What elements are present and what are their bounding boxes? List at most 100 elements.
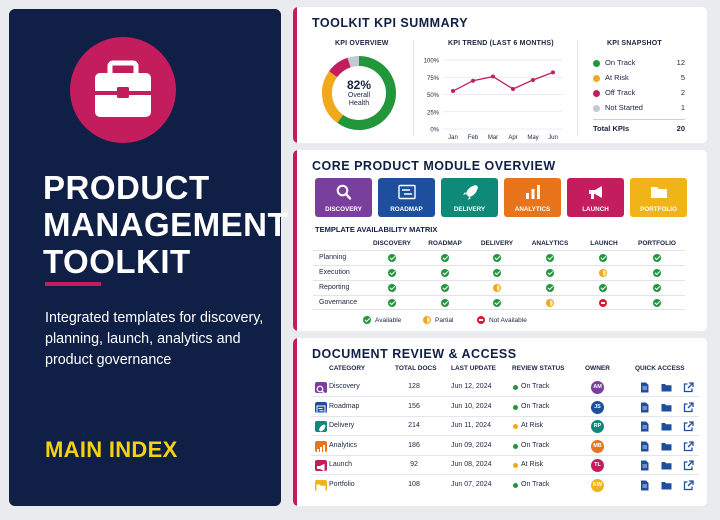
title-line: PRODUCT — [43, 169, 210, 206]
category-cell: Analytics — [329, 441, 358, 449]
category-cell: Delivery — [329, 422, 355, 429]
folder-open-icon[interactable] — [661, 402, 672, 413]
available-status — [388, 299, 396, 307]
snapshot-label: On Track — [605, 58, 636, 67]
donut-label: Health — [348, 100, 370, 107]
snapshot-label: Not Started — [605, 103, 643, 112]
document-icon[interactable] — [639, 402, 650, 413]
table-row[interactable]: Analytics 186 Jun 09, 2024 On Track MB — [311, 437, 699, 456]
module-label: DELIVERY — [453, 206, 486, 213]
folder-open-icon[interactable] — [661, 421, 672, 432]
owner-avatar[interactable]: JS — [591, 400, 604, 414]
module-tile-portfolio[interactable]: PORTFOLIO — [630, 178, 687, 217]
external-link-icon[interactable] — [683, 479, 694, 491]
megaphone-icon — [315, 460, 327, 472]
folder-open-icon[interactable] — [661, 382, 672, 393]
last-update-cell: Jun 11, 2024 — [451, 422, 491, 429]
module-tile-delivery[interactable]: DELIVERY — [441, 178, 498, 217]
bar-chart-icon — [525, 185, 540, 199]
matrix-row: Governance — [313, 295, 685, 310]
y-tick-label: 25% — [427, 110, 440, 116]
review-status-cell: On Track — [521, 441, 550, 449]
column-header: REVIEW STATUS — [512, 365, 565, 372]
external-link-icon[interactable] — [683, 460, 694, 471]
matrix-row-label: Planning — [319, 254, 347, 261]
owner-avatar[interactable]: AM — [591, 381, 604, 394]
partial-status — [546, 299, 554, 307]
available-status — [441, 299, 449, 307]
briefcase-badge — [70, 37, 176, 143]
matrix-column-header: PORTFOLIO — [638, 240, 676, 247]
review-status-cell: At Risk — [521, 422, 544, 429]
available-status — [653, 269, 661, 277]
table-row[interactable]: Discovery 128 Jun 12, 2024 On Track AM — [311, 378, 699, 397]
category-cell: Discovery — [329, 383, 360, 390]
last-update-cell: Jun 10, 2024 — [451, 402, 492, 410]
docs-count-cell: 214 — [408, 422, 420, 429]
folder-icon — [650, 187, 667, 198]
folder-open-icon[interactable] — [661, 441, 672, 452]
snapshot-value: 12 — [676, 58, 685, 67]
document-icon[interactable] — [639, 382, 650, 393]
trend-line — [452, 71, 554, 92]
trend-point — [511, 86, 515, 91]
legend-label: Not Available — [489, 317, 527, 324]
folder-open-icon[interactable] — [661, 460, 672, 471]
external-link-icon[interactable] — [683, 440, 694, 452]
title-underline — [45, 282, 101, 286]
available-status — [546, 269, 554, 277]
owner-avatar[interactable]: RP — [591, 420, 604, 433]
external-link-icon[interactable] — [683, 401, 694, 413]
module-tile-roadmap[interactable]: ROADMAP — [378, 178, 435, 217]
document-icon[interactable] — [639, 460, 650, 471]
kpi-trend-title: KPI TREND (LAST 6 MONTHS) — [448, 40, 554, 47]
owner-avatar[interactable]: KW — [591, 478, 604, 492]
external-link-icon[interactable] — [683, 421, 694, 432]
available-status — [388, 254, 396, 262]
snapshot-row: At Risk 5 — [593, 73, 685, 85]
module-tile-discovery[interactable]: DISCOVERY — [315, 178, 372, 217]
folder-open-icon[interactable] — [661, 480, 672, 491]
document-icon[interactable] — [639, 480, 650, 491]
category-cell: Portfolio — [329, 480, 355, 488]
available-status — [441, 284, 449, 292]
main-index-link[interactable]: MAIN INDEX — [45, 437, 178, 462]
status-dot — [513, 482, 518, 488]
kpi-donut-chart — [322, 56, 396, 130]
document-icon[interactable] — [639, 421, 650, 432]
x-tick-label: Jan — [448, 135, 458, 141]
matrix-column-header: DISCOVERY — [372, 240, 412, 247]
trend-point — [471, 78, 475, 83]
kpi-snapshot-title: KPI SNAPSHOT — [607, 40, 662, 47]
module-tile-launch[interactable]: LAUNCH — [567, 178, 624, 217]
owner-avatar[interactable]: TL — [591, 459, 604, 472]
available-status — [653, 299, 661, 307]
partial-status — [599, 269, 607, 277]
category-cell: Roadmap — [329, 402, 360, 410]
available-status — [493, 299, 501, 307]
snapshot-label: Off Track — [605, 88, 636, 97]
x-tick-label: Jun — [548, 135, 558, 141]
status-dot — [593, 105, 600, 112]
magnifier-icon — [315, 382, 327, 394]
trend-point — [491, 74, 495, 79]
module-label: ROADMAP — [390, 206, 423, 213]
donut-segment — [337, 56, 396, 130]
table-row[interactable]: Portfolio 108 Jun 07, 2024 On Track KW — [311, 476, 699, 495]
external-link-icon[interactable] — [683, 382, 694, 393]
matrix-row-label: Governance — [319, 299, 358, 306]
owner-avatar[interactable]: MB — [591, 439, 604, 453]
status-dot — [593, 90, 600, 97]
table-row[interactable]: Roadmap 156 Jun 10, 2024 On Track JS — [311, 398, 699, 417]
table-row[interactable]: Delivery 214 Jun 11, 2024 At Risk RP — [311, 417, 699, 436]
title-line: MANAGEMENT — [43, 206, 289, 243]
matrix-column-header: ANALYTICS — [531, 240, 569, 247]
kpi-overview-title: KPI OVERVIEW — [335, 40, 389, 47]
available-status — [653, 254, 661, 262]
legend-label: Partial — [435, 317, 454, 324]
status-dot — [593, 75, 600, 82]
table-row[interactable]: Launch 92 Jun 08, 2024 At Risk TL — [311, 456, 699, 475]
module-tile-analytics[interactable]: ANALYTICS — [504, 178, 561, 217]
document-icon[interactable] — [639, 441, 650, 452]
rocket-icon — [315, 421, 327, 432]
